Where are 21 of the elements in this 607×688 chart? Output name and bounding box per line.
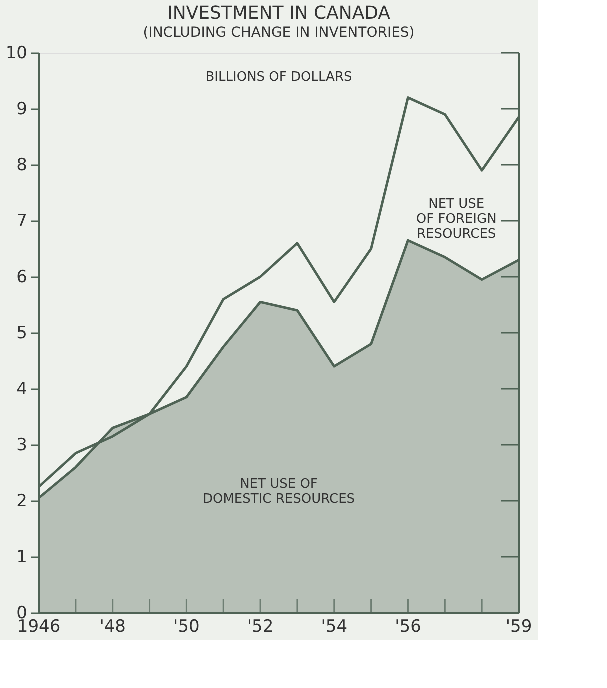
y-tick-label: 9 bbox=[16, 100, 28, 120]
x-tick-label: '54 bbox=[321, 617, 348, 637]
x-tick-label: '56 bbox=[395, 617, 422, 637]
y-tick-label: 1 bbox=[16, 548, 28, 568]
y-tick-label: 4 bbox=[16, 380, 28, 400]
chart-title: INVESTMENT IN CANADA bbox=[168, 3, 392, 24]
y-tick-label: 8 bbox=[16, 156, 28, 176]
y-axis-title: BILLIONS OF DOLLARS bbox=[206, 70, 352, 85]
x-tick-label: '50 bbox=[174, 617, 200, 637]
y-tick-label: 7 bbox=[16, 212, 28, 232]
y-tick-label: 5 bbox=[16, 324, 28, 344]
annotation: NET USE OF DOMESTIC RESOURCES bbox=[202, 477, 356, 508]
y-tick-label: 10 bbox=[6, 44, 28, 64]
y-tick-label: 2 bbox=[16, 492, 28, 512]
y-tick-label: 6 bbox=[16, 268, 28, 288]
x-tick-label: '59 bbox=[506, 617, 532, 637]
x-tick-label: '48 bbox=[100, 617, 126, 637]
y-tick-label: 3 bbox=[16, 436, 28, 456]
annotation: NET USE OF FOREIGN RESOURCES bbox=[416, 197, 497, 242]
chart-subtitle: (INCLUDING CHANGE IN INVENTORIES) bbox=[143, 25, 415, 41]
x-tick-label: '52 bbox=[247, 617, 274, 637]
